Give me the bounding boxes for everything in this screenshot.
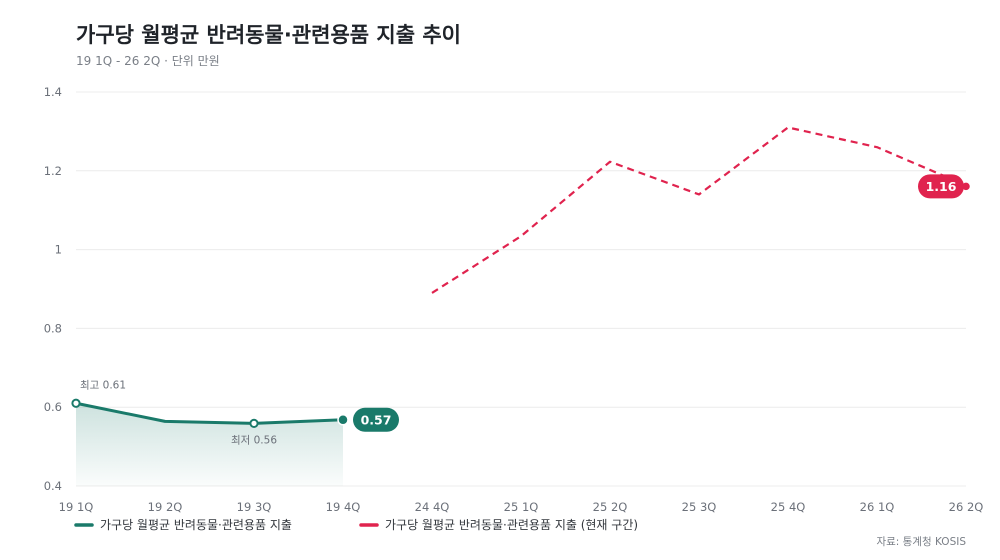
- x-tick-label: 25 3Q: [682, 500, 717, 514]
- series-2-end-badge-bg: [918, 174, 964, 199]
- legend: 가구당 월평균 반려동물·관련용품 지출 가구당 월평균 반려동물·관련용품 지…: [74, 518, 638, 532]
- x-tick-label: 25 4Q: [771, 500, 806, 514]
- x-axis: 19 1Q 19 2Q 19 3Q 19 4Q 24 4Q 25 1Q 25 2Q 25 3Q…: [59, 500, 984, 514]
- series-1-point[interactable]: [249, 418, 259, 428]
- x-tick-label: 24 4Q: [415, 500, 450, 514]
- y-tick-label: 1.2: [44, 164, 62, 178]
- x-tick-label: 19 4Q: [326, 500, 361, 514]
- chart-title: 가구당 월평균 반려동물·관련용품 지출 추이: [76, 23, 461, 47]
- x-tick-label: 26 1Q: [860, 500, 895, 514]
- y-tick-label: 0.4: [44, 479, 62, 493]
- x-tick-label: 25 1Q: [504, 500, 539, 514]
- min-annotation: 최저 0.56: [231, 434, 277, 446]
- series-1-area: [76, 403, 343, 486]
- area-layer: [76, 403, 343, 486]
- x-tick-label: 26 2Q: [949, 500, 984, 514]
- points-layer: [71, 181, 972, 428]
- lines-layer: [74, 126, 967, 425]
- x-tick-label: 25 2Q: [593, 500, 628, 514]
- y-axis: 0.4 0.6 0.8 1 1.2 1.4: [44, 85, 62, 493]
- legend-item-2[interactable]: 가구당 월평균 반려동물·관련용품 지출 (현재 구간): [359, 518, 638, 532]
- legend-label-1: 가구당 월평균 반려동물·관련용품 지출: [100, 518, 292, 532]
- series-2-line: [431, 126, 967, 294]
- y-tick-label: 0.6: [44, 400, 62, 414]
- series-2-end-badge: 1.16: [918, 174, 964, 199]
- y-tick-label: 1: [55, 243, 62, 257]
- series-1-end-badge-text: 0.57: [361, 412, 392, 427]
- series-1-line: [74, 401, 345, 425]
- x-tick-label: 19 2Q: [148, 500, 183, 514]
- max-annotation: 최고 0.61: [80, 379, 126, 391]
- y-tick-label: 1.4: [44, 85, 62, 99]
- chart-subtitle: 19 1Q - 26 2Q · 단위 만원: [76, 54, 220, 68]
- annotation-layer: 0.57 1.16 최고 0.61 최저 0.56: [80, 174, 964, 446]
- series-2-end-badge-text: 1.16: [926, 179, 957, 194]
- series-1-end-badge: 0.57: [353, 407, 399, 432]
- source-note: 자료: 통계청 KOSIS: [876, 536, 966, 548]
- series-1-point[interactable]: [71, 398, 81, 408]
- series-1-end-badge-bg: [353, 407, 399, 432]
- y-tick-label: 0.8: [44, 321, 62, 335]
- x-tick-label: 19 1Q: [59, 500, 94, 514]
- x-tick-label: 19 3Q: [237, 500, 272, 514]
- legend-label-2: 가구당 월평균 반려동물·관련용품 지출 (현재 구간): [385, 518, 638, 532]
- legend-item-1[interactable]: 가구당 월평균 반려동물·관련용품 지출: [74, 518, 292, 532]
- grid: [76, 91, 966, 487]
- series-1-end-point[interactable]: [337, 414, 349, 426]
